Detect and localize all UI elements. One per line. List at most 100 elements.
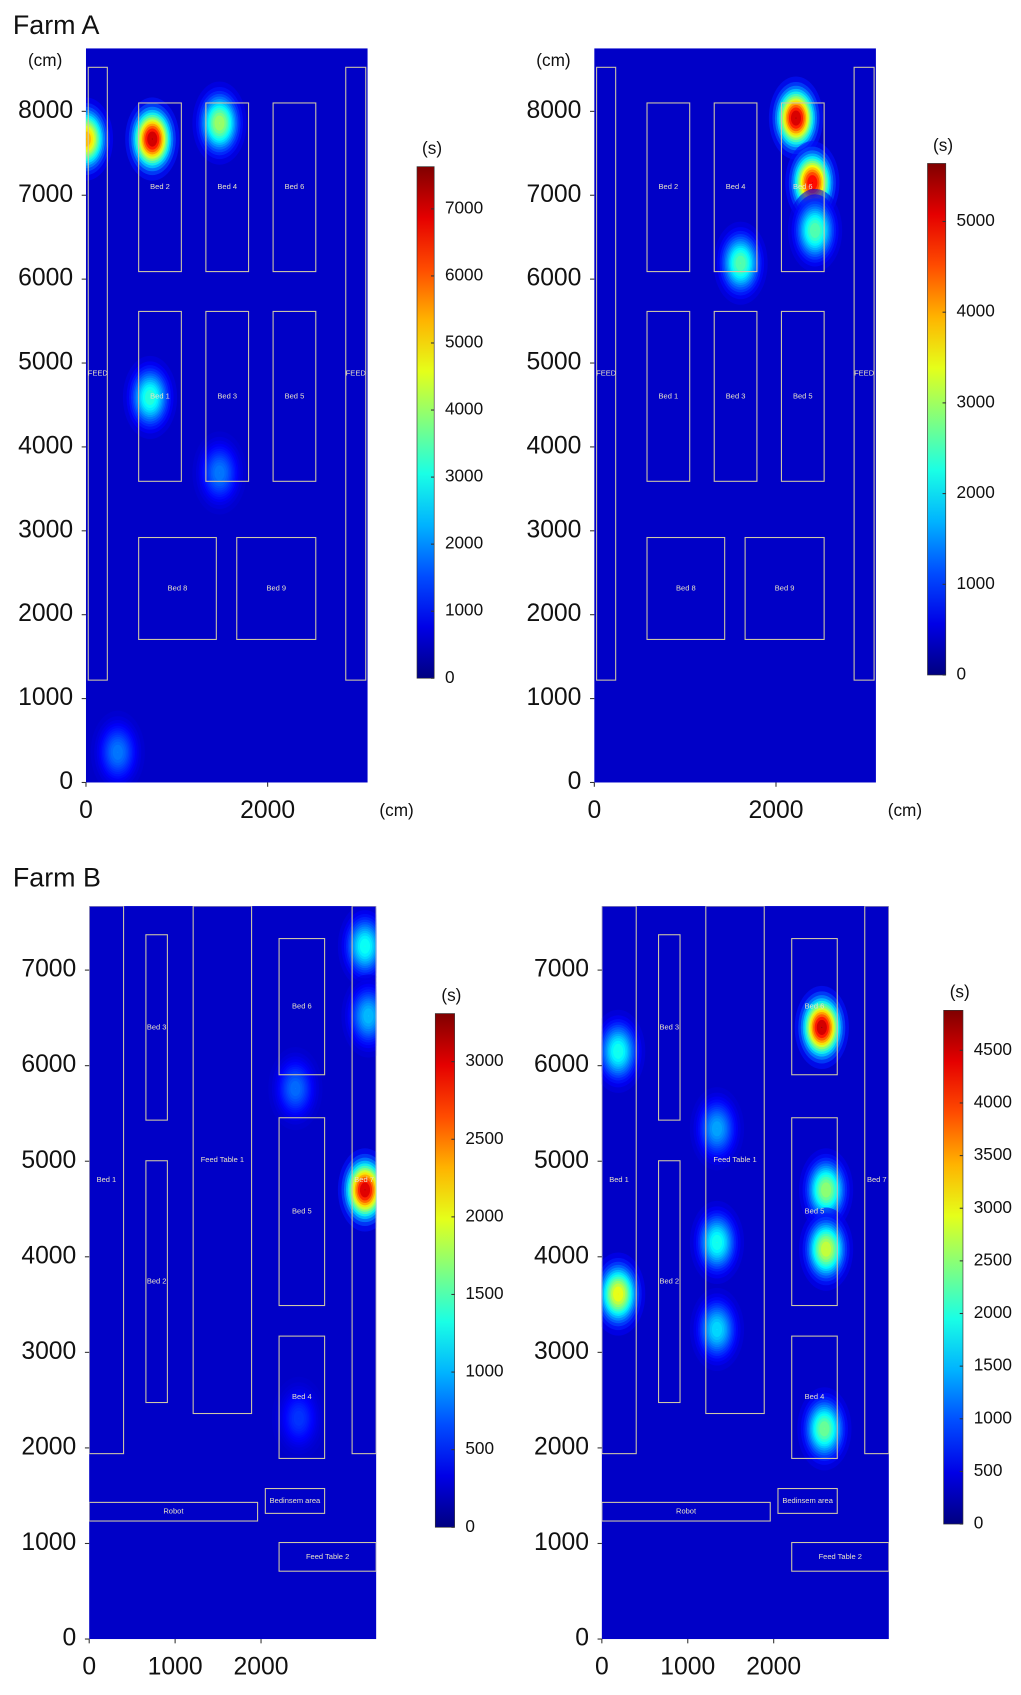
hotspot <box>85 97 114 181</box>
y-tick-label: 6000 <box>534 1051 589 1078</box>
colorbar-tick-label: 1500 <box>465 1283 503 1303</box>
colorbar-tick-label: 3500 <box>974 1144 1012 1164</box>
colorbar-tick-label: 4000 <box>445 399 483 419</box>
y-tick-label: 5000 <box>21 1147 76 1174</box>
colorbar-tick-label: 4000 <box>974 1092 1012 1112</box>
y-tick-label: 4000 <box>18 432 73 459</box>
hotspot-ring <box>367 1015 369 1017</box>
y-tick-label: 6000 <box>526 265 581 292</box>
y-tick-label: 2000 <box>18 600 73 627</box>
colorbar-tick-label: 500 <box>465 1438 494 1458</box>
hotspot <box>271 1376 326 1460</box>
colorbar-tick-label: 2500 <box>974 1249 1012 1269</box>
hotspot <box>341 974 377 1058</box>
colorbar-tick-label: 4000 <box>957 301 995 321</box>
colorbar <box>416 166 435 679</box>
colorbar-label: (s) <box>441 985 461 1005</box>
region-label: Bed 3 <box>659 1022 679 1031</box>
hotspot <box>797 1387 852 1471</box>
region-label: Bedinsem area <box>270 1496 321 1505</box>
colorbar-tick-label: 1000 <box>957 573 995 593</box>
region-label: Bed 1 <box>150 391 170 400</box>
y-tick-label: 4000 <box>526 432 581 459</box>
region-outline <box>145 934 168 1121</box>
hotspot-ring <box>364 945 366 947</box>
region-outline <box>658 1160 681 1404</box>
plot-area: Bed 2 Bed 4 Bed 6 Bed 1 Bed 3 Bed 5 Bed 8 Bed 9… <box>596 66 875 681</box>
x-tick-label: 1000 <box>148 1654 203 1681</box>
region-label: Bed 5 <box>793 391 813 400</box>
y-tick-label: 2000 <box>534 1433 589 1460</box>
region-label: Bed 7 <box>354 1175 374 1184</box>
colorbar-tick-label: 5000 <box>445 332 483 352</box>
hotspot <box>689 1287 745 1372</box>
y-tick-label: 3000 <box>21 1338 76 1365</box>
hotspot <box>268 1046 323 1131</box>
y-tick-label: 2000 <box>21 1433 76 1460</box>
hotspot <box>787 188 843 273</box>
hotspot-ring <box>716 1241 718 1243</box>
colorbar-tick-label: 6000 <box>445 264 483 284</box>
plot-area: Bed 1 Bed 3 Bed 2 Feed Table 1 Bed 6 Bed 5 Bed… <box>89 906 377 1572</box>
x-axis-label: (cm) <box>379 800 413 820</box>
region-outline <box>264 1487 326 1514</box>
hotspot <box>192 81 247 165</box>
colorbar-label: (s) <box>950 982 970 1002</box>
hotspot-ring <box>294 1088 296 1090</box>
hotspot-ring <box>795 117 797 119</box>
region-label: Bed 2 <box>659 182 679 191</box>
region-outline <box>658 934 681 1121</box>
region-label: Bed 5 <box>285 391 305 400</box>
region-label: Bed 6 <box>793 182 813 191</box>
region-outline <box>601 1501 771 1522</box>
hotspot-ring <box>814 229 816 232</box>
hotspot-ring <box>740 262 742 264</box>
region-outline <box>780 310 825 482</box>
region-outline <box>596 66 617 681</box>
y-tick-label: 8000 <box>526 97 581 124</box>
y-tick-label: 0 <box>575 1625 589 1652</box>
hotspot-ring <box>298 1417 300 1419</box>
region-label: Bed 1 <box>609 1175 629 1184</box>
region-outline <box>705 906 765 1415</box>
region-outline <box>646 536 726 640</box>
y-tick-label: 6000 <box>18 265 73 292</box>
hotspot <box>601 1252 646 1336</box>
region-label: Bed 3 <box>147 1022 167 1031</box>
y-tick-label: 8000 <box>18 97 73 124</box>
region-label: Feed Table 1 <box>201 1155 244 1164</box>
region-outline <box>853 66 875 681</box>
region-outline <box>791 1117 838 1307</box>
x-tick-label: 2000 <box>234 1654 289 1681</box>
y-axis-label: (cm) <box>28 50 62 70</box>
region-outline <box>791 1335 838 1459</box>
hotspot-ring <box>811 182 813 184</box>
region-label: Bed 9 <box>266 583 286 592</box>
region-label: Bed 7 <box>867 1175 887 1184</box>
colorbar-tick-label: 0 <box>974 1513 984 1533</box>
region-label: Bed 2 <box>659 1277 679 1286</box>
hotspot <box>794 985 849 1070</box>
y-tick-label: 5000 <box>526 349 581 376</box>
hotspot-ring <box>364 1189 366 1191</box>
y-tick-label: 3000 <box>526 516 581 543</box>
hotspot-ring <box>617 1050 619 1052</box>
region-label: Bed 8 <box>168 583 188 592</box>
y-tick-label: 0 <box>59 768 73 795</box>
region-outline <box>138 310 182 482</box>
y-tick-label: 3000 <box>18 516 73 543</box>
hotspot-ring <box>117 751 119 753</box>
region-outline <box>192 906 253 1415</box>
hotspot <box>122 355 178 440</box>
colorbar-label: (s) <box>422 138 442 158</box>
region-label: Bed 3 <box>217 391 237 400</box>
y-tick-label: 6000 <box>21 1051 76 1078</box>
plot-area: Bed 2 Bed 4 Bed 6 Bed 1 Bed 3 Bed 5 Bed 8 Bed 9… <box>85 66 366 783</box>
region-label: Robot <box>163 1507 184 1516</box>
region-label: Bed 4 <box>805 1392 825 1401</box>
colorbar <box>927 163 947 676</box>
hotspot-ring <box>825 1189 827 1191</box>
hotspot-ring <box>218 472 221 474</box>
y-tick-label: 7000 <box>534 956 589 983</box>
